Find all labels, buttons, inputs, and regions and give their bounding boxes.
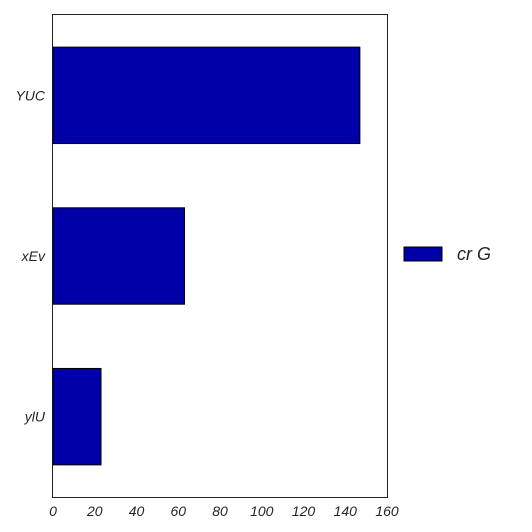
legend-label: cr G [457,244,491,264]
bar-xEv [52,207,186,305]
x-tick-label: 20 [86,503,103,519]
bars-group [52,46,361,466]
x-tick-label: 0 [49,503,57,519]
legend-swatch [403,246,443,262]
bar-ylU [52,367,102,466]
category-labels: YUC xEv ylU [15,87,46,424]
x-tick-labels: 0 20 40 60 80 100 120 140 160 [49,503,399,519]
x-tick-label: 40 [129,503,145,519]
category-label-xEv: xEv [21,248,46,264]
x-tick-label: 100 [250,503,274,519]
bar-YUC [52,46,361,145]
x-tick-label: 160 [375,503,399,519]
x-tick-label: 140 [334,503,358,519]
legend: cr G [403,244,491,264]
x-tick-label: 60 [170,503,186,519]
category-label-ylU: ylU [24,409,46,425]
category-label-YUC: YUC [15,87,45,103]
x-tick-label: 120 [292,503,316,519]
x-tick-label: 80 [212,503,228,519]
